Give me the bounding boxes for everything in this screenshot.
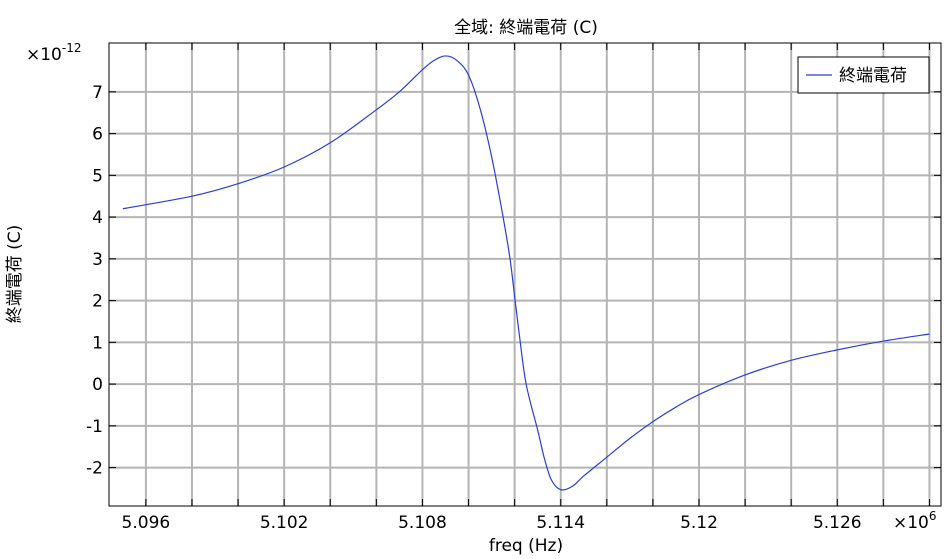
y-multiplier-exponent: -12 <box>62 41 82 55</box>
x-tick-label: 5.096 <box>122 513 171 533</box>
chart-title: 全域: 終端電荷 (C) <box>454 18 598 38</box>
y-axis-label: 終端電荷 (C) <box>5 225 25 324</box>
legend: 終端電荷 <box>797 56 930 94</box>
y-tick-label: 2 <box>92 292 103 312</box>
y-tick-label: 7 <box>92 83 103 103</box>
y-tick-labels: 7 6 5 4 3 2 1 0 -1 -2 <box>86 83 103 479</box>
series-line <box>122 55 930 491</box>
x-multiplier-exponent: 6 <box>929 509 937 523</box>
grid <box>109 43 941 506</box>
tick-marks <box>109 43 941 506</box>
y-multiplier: ×10-12 <box>26 41 82 65</box>
x-tick-label: 5.12 <box>680 513 718 533</box>
x-axis-label: freq (Hz) <box>489 536 563 556</box>
x-tick-label: 5.108 <box>398 513 447 533</box>
plot-frame <box>108 42 942 507</box>
y-tick-label: 4 <box>92 208 103 228</box>
y-tick-label: 0 <box>92 375 103 395</box>
y-tick-label: 3 <box>92 250 103 270</box>
x-tick-label: 5.114 <box>536 513 585 533</box>
y-tick-label: -2 <box>86 459 103 479</box>
x-multiplier: ×106 <box>893 509 937 533</box>
y-tick-label: 5 <box>92 166 103 186</box>
x-tick-label: 5.102 <box>260 513 309 533</box>
y-tick-label: 1 <box>92 333 103 353</box>
y-multiplier-base: ×10 <box>26 45 62 65</box>
y-tick-label: -1 <box>86 417 103 437</box>
y-tick-label: 6 <box>92 125 103 145</box>
legend-label: 終端電荷 <box>839 66 907 86</box>
x-multiplier-base: ×10 <box>893 513 929 533</box>
x-tick-labels: 5.096 5.102 5.108 5.114 5.12 5.126 <box>122 513 862 533</box>
x-tick-label: 5.126 <box>813 513 862 533</box>
